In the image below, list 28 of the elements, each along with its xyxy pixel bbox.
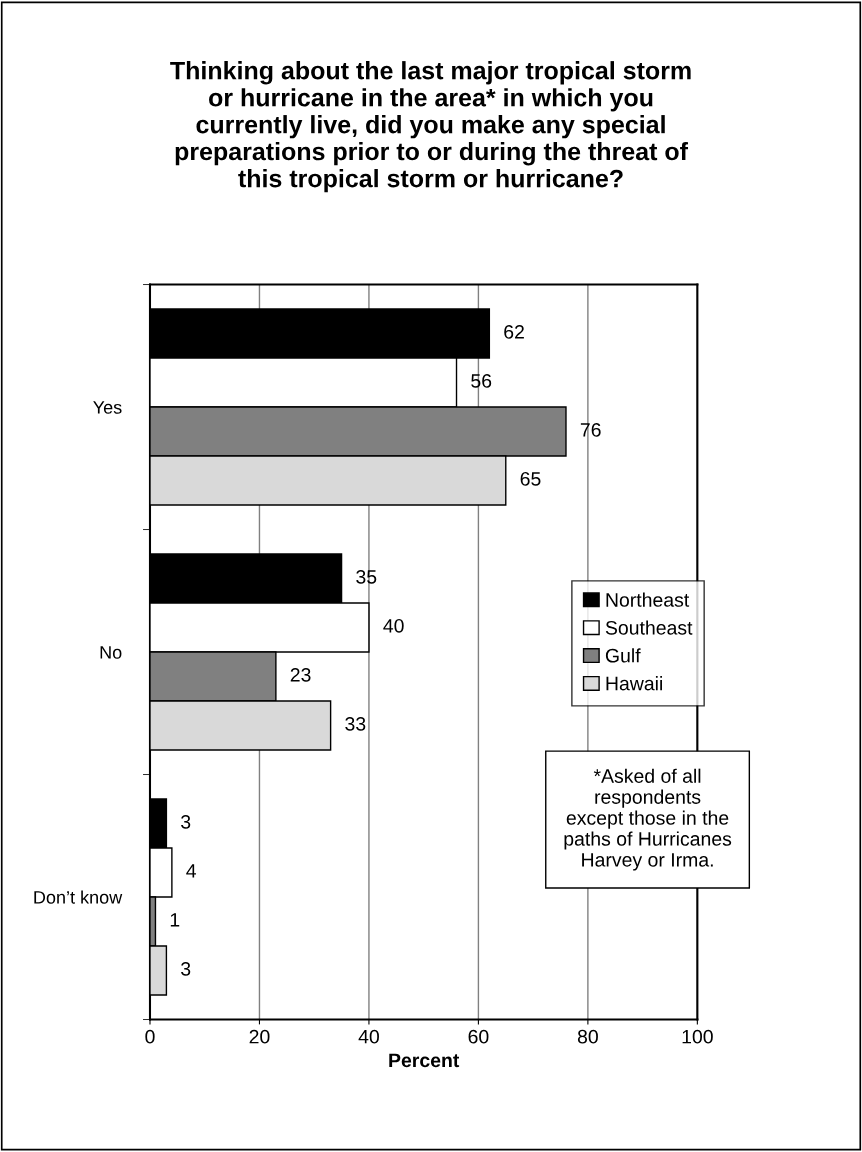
chart-title: Thinking about the last major tropical storm or hurricane in the area* in which you currently live, did you make any special preparations prior to or during the threat of this tropical storm or hurricane? [170, 61, 691, 193]
annotation: *Asked of all respondents except those in the paths of Hurricanes Harvey or Irma. [564, 768, 732, 871]
data-label: 40 [383, 618, 404, 633]
x-tick-label: 100 [682, 1029, 713, 1044]
data-label: 62 [504, 324, 524, 339]
data-label: 3 [181, 814, 191, 829]
data-label: 4 [186, 864, 197, 878]
legend-label: Gulf [605, 648, 641, 663]
data-label: 65 [520, 471, 541, 486]
data-label: 35 [356, 569, 377, 584]
x-tick-label: 0 [145, 1029, 155, 1044]
data-label: 1 [170, 913, 180, 927]
legend-label: Southeast [605, 620, 693, 635]
data-label: 33 [345, 716, 366, 731]
y-tick-label: No [100, 646, 122, 659]
data-label: 56 [471, 373, 492, 388]
y-tick-label: Yes [93, 401, 122, 414]
data-label: 23 [290, 667, 311, 682]
legend-label: Northeast [606, 592, 690, 607]
data-label: 3 [181, 961, 191, 976]
x-tick-label: 60 [468, 1029, 489, 1044]
x-tick-label: 40 [358, 1029, 379, 1044]
x-tick-label: 80 [577, 1029, 598, 1044]
x-tick-label: 20 [249, 1029, 270, 1044]
legend-label: Hawaii [606, 676, 662, 691]
y-tick-label: Don’t know [34, 890, 123, 904]
x-axis-title: Percent [389, 1053, 460, 1068]
data-label: 76 [580, 422, 601, 437]
